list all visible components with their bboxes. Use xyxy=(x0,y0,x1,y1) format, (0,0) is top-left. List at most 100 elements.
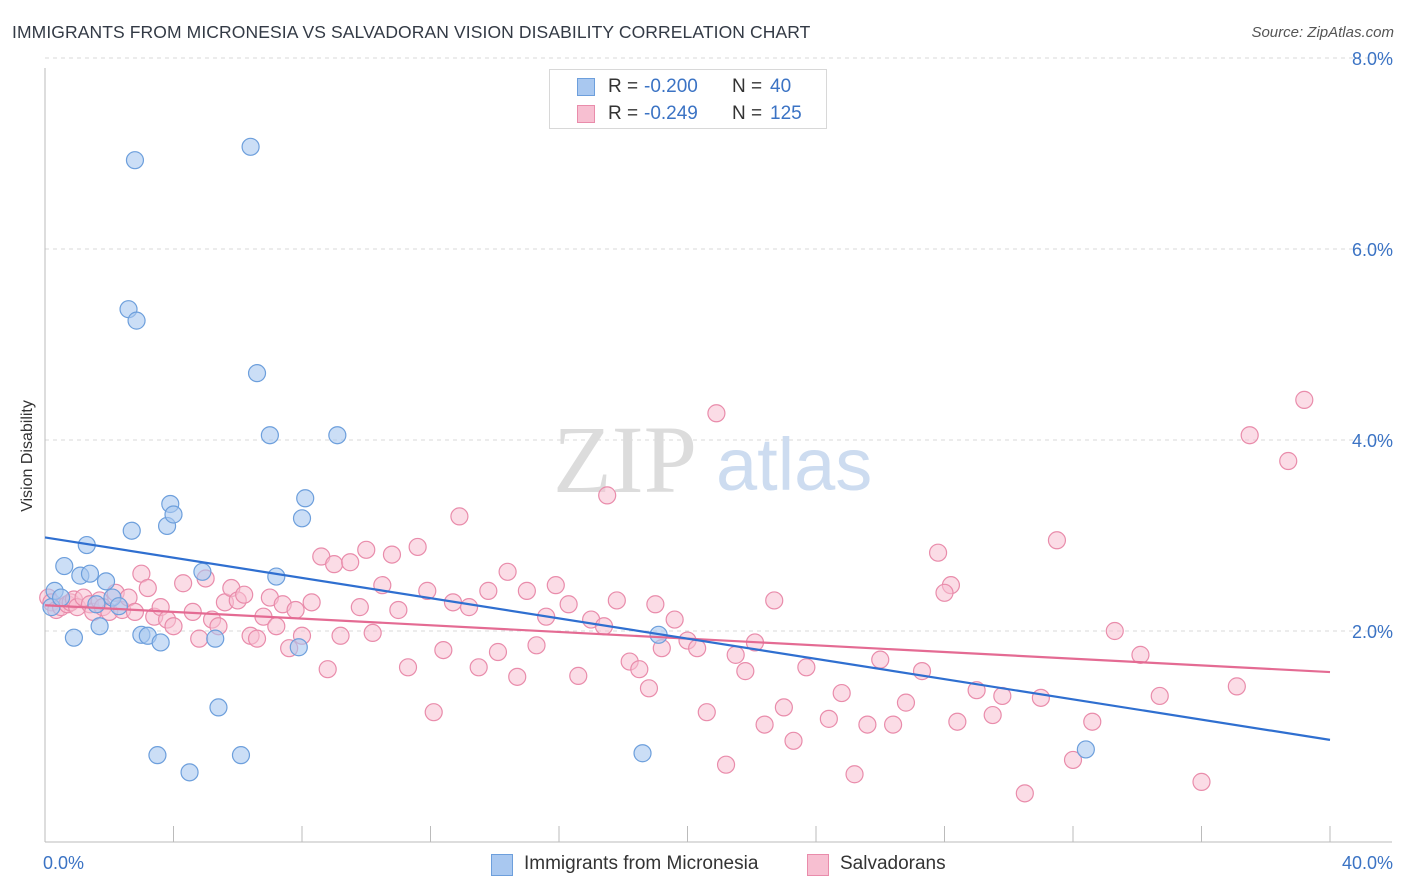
salvadorans-point xyxy=(389,600,408,620)
micronesia-point xyxy=(127,311,146,330)
salvadorans-swatch xyxy=(577,105,595,123)
micronesia-point xyxy=(90,617,109,636)
y-tick-label: 8.0% xyxy=(1352,49,1393,69)
chart-title: IMMIGRANTS FROM MICRONESIA VS SALVADORAN… xyxy=(12,22,811,42)
n-value: 40 xyxy=(770,76,792,97)
salvadorans-point xyxy=(639,679,659,698)
micronesia-swatch xyxy=(577,78,595,96)
legend-row-micronesia: R = -0.200 N = 40 xyxy=(550,73,826,101)
salvadorans-point xyxy=(858,715,877,734)
salvadorans-point xyxy=(527,636,546,655)
micronesia-point xyxy=(328,426,347,445)
micronesia-point xyxy=(80,564,100,583)
salvadorans-point xyxy=(569,666,588,685)
micronesia-swatch xyxy=(491,854,513,876)
salvadorans-point xyxy=(318,660,337,679)
salvadorans-point xyxy=(774,698,793,717)
salvadorans-point xyxy=(1227,677,1246,696)
x-tick-labels: 0.0% 40.0% xyxy=(43,853,1393,873)
n-label: N = xyxy=(732,76,763,97)
salvadorans-point xyxy=(819,709,838,728)
salvadorans-point xyxy=(517,581,536,600)
salvadorans-point xyxy=(247,629,267,648)
salvadorans-point xyxy=(1083,712,1102,731)
micronesia-point xyxy=(151,633,170,652)
salvadorans-point xyxy=(1150,686,1169,706)
x-tick-label: 40.0% xyxy=(1342,853,1393,873)
salvadorans-point xyxy=(1063,750,1083,770)
salvadorans-point xyxy=(450,507,469,526)
r-label: R = xyxy=(608,76,639,97)
salvadorans-point xyxy=(784,731,803,750)
salvadorans-swatch xyxy=(807,854,829,876)
micronesia-point xyxy=(64,628,84,647)
micronesia-point xyxy=(289,638,308,657)
salvadorans-point xyxy=(479,581,498,600)
micronesia-point xyxy=(148,746,167,765)
micronesia-trend-line xyxy=(44,536,1331,741)
salvadorans-point xyxy=(697,703,716,722)
salvadorans-point xyxy=(190,629,209,648)
salvadorans-point xyxy=(688,639,707,658)
salvadorans-point xyxy=(646,595,665,614)
salvadorans-point xyxy=(325,555,344,574)
n-value: 125 xyxy=(770,103,802,124)
salvadorans-point xyxy=(546,576,565,595)
watermark-atlas: atlas xyxy=(716,423,872,506)
salvadorans-point xyxy=(755,715,774,734)
micronesia-point xyxy=(267,567,286,586)
salvadorans-point xyxy=(363,623,382,643)
chart-source: Source: ZipAtlas.com xyxy=(1251,24,1394,41)
salvadorans-point xyxy=(983,705,1002,725)
series-legend: Immigrants from Micronesia Salvadorans xyxy=(0,851,1406,879)
salvadorans-point xyxy=(1105,621,1124,641)
salvadorans-point xyxy=(765,591,784,610)
micronesia-point xyxy=(296,489,315,508)
n-label: N = xyxy=(732,103,763,124)
salvadorans-point xyxy=(235,585,254,604)
salvadorans-point xyxy=(498,562,517,581)
salvadorans-point xyxy=(1295,390,1314,409)
salvadorans-point xyxy=(418,581,437,600)
salvadorans-point xyxy=(832,683,851,703)
salvadorans-point xyxy=(896,693,916,712)
salvadorans-point xyxy=(164,617,183,636)
salvadorans-point xyxy=(1015,784,1034,803)
salvadorans-point xyxy=(286,600,305,620)
micronesia-point xyxy=(51,588,71,607)
salvadorans-point xyxy=(736,662,755,681)
legend-row-salvadorans: R = -0.249 N = 125 xyxy=(550,100,826,128)
micronesia-point xyxy=(206,629,225,648)
salvadorans-point xyxy=(1031,688,1050,707)
salvadorans-point xyxy=(302,593,321,612)
salvadorans-point xyxy=(1240,426,1259,445)
x-tick-label: 0.0% xyxy=(43,853,84,873)
salvadorans-point xyxy=(607,591,626,610)
micronesia-points xyxy=(42,137,1095,782)
micronesia-point xyxy=(247,364,267,383)
correlation-legend: R = -0.200 N = 40 R = -0.249 N = 125 xyxy=(549,69,827,129)
salvadorans-point xyxy=(948,712,967,731)
r-value: -0.200 xyxy=(644,76,698,97)
micronesia-point xyxy=(193,562,212,581)
salvadorans-point xyxy=(434,640,453,660)
watermark-zip: ZIP xyxy=(553,406,697,513)
micronesia-point xyxy=(241,137,260,156)
salvadorans-point xyxy=(350,598,369,617)
salvadorans-point xyxy=(707,404,726,423)
salvadorans-point xyxy=(726,645,745,664)
micronesia-point xyxy=(180,763,199,782)
salvadorans-point xyxy=(1131,645,1150,664)
watermark: ZIP atlas xyxy=(553,406,872,513)
salvadorans-point xyxy=(928,543,948,562)
salvadorans-point xyxy=(357,540,376,559)
micronesia-point xyxy=(209,698,228,717)
y-tick-label: 2.0% xyxy=(1352,622,1393,642)
micronesia-point xyxy=(87,595,106,614)
micronesia-point xyxy=(122,521,141,540)
micronesia-point xyxy=(125,151,145,170)
micronesia-point xyxy=(55,556,74,576)
trend-lines xyxy=(44,536,1331,741)
y-tick-labels: 2.0% 4.0% 6.0% 8.0% xyxy=(1352,49,1393,642)
